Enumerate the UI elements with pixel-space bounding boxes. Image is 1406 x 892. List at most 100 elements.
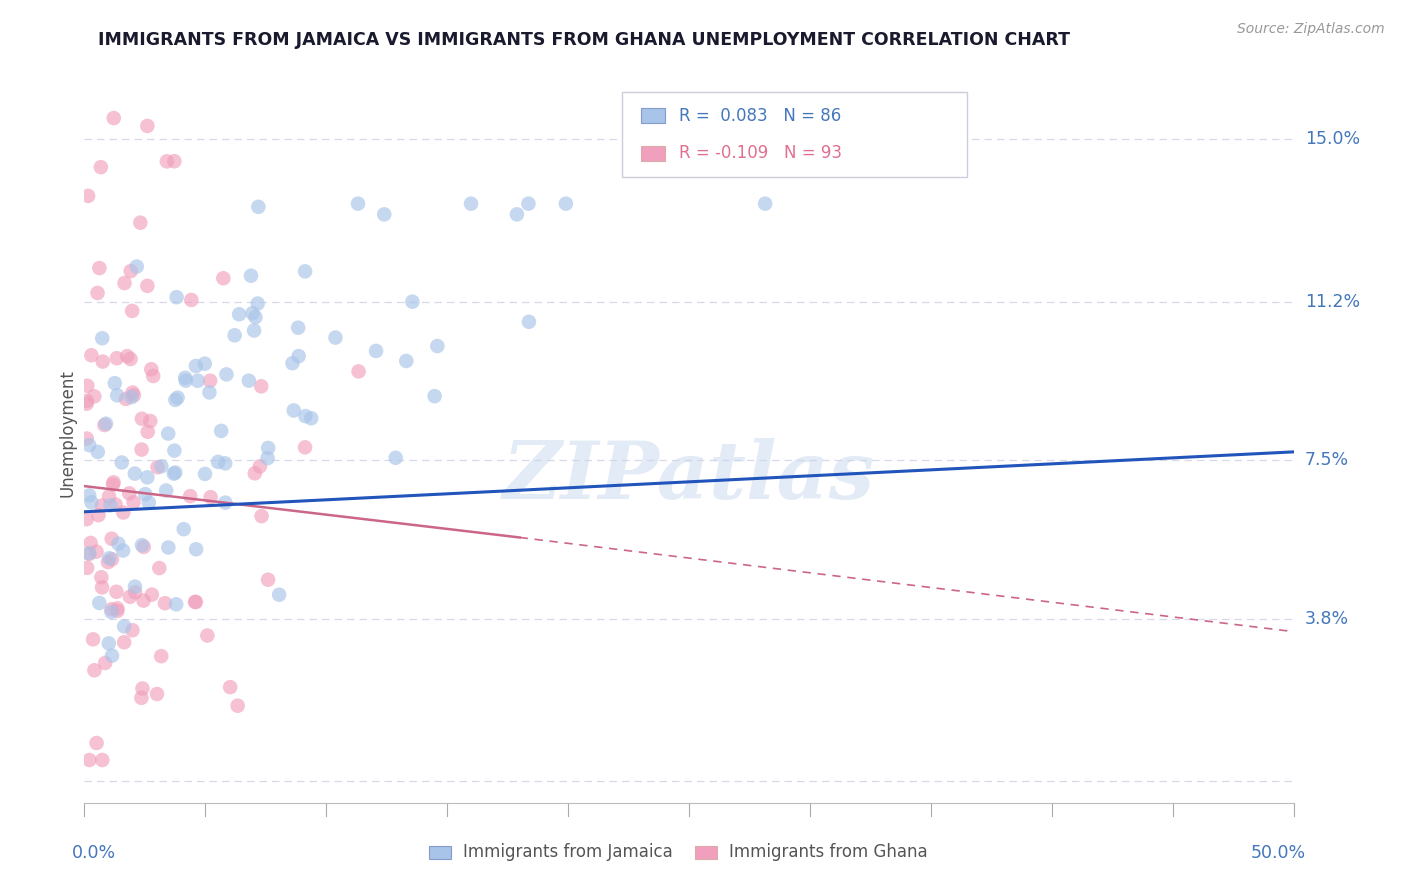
Point xyxy=(395,354,418,368)
Point xyxy=(141,362,163,376)
Point xyxy=(155,483,177,498)
Point xyxy=(122,495,145,509)
Point xyxy=(219,680,242,694)
Point xyxy=(118,590,141,604)
FancyBboxPatch shape xyxy=(623,92,967,178)
Point xyxy=(184,542,207,557)
Point xyxy=(138,495,160,509)
Point xyxy=(100,498,122,512)
Point xyxy=(146,460,169,475)
Text: 11.2%: 11.2% xyxy=(1305,293,1360,311)
Point xyxy=(89,261,111,276)
Point xyxy=(180,293,202,307)
Point xyxy=(460,196,482,211)
Point xyxy=(129,216,152,230)
Point xyxy=(103,111,125,125)
Point xyxy=(90,570,112,584)
Point xyxy=(401,294,423,309)
Point xyxy=(195,628,218,642)
Point xyxy=(98,551,121,566)
Point xyxy=(101,477,124,491)
Text: 15.0%: 15.0% xyxy=(1305,130,1360,148)
Point xyxy=(118,486,141,500)
Point xyxy=(87,508,110,523)
Point xyxy=(174,371,197,385)
Point xyxy=(347,364,370,378)
Point xyxy=(111,455,134,469)
Point xyxy=(112,543,135,558)
Point xyxy=(77,189,100,203)
Point xyxy=(114,276,136,290)
Point xyxy=(77,547,100,561)
Point xyxy=(112,506,135,520)
Point xyxy=(287,349,309,363)
Point xyxy=(299,411,322,425)
Point xyxy=(91,354,114,368)
Text: R = -0.109   N = 93: R = -0.109 N = 93 xyxy=(679,145,842,162)
Point xyxy=(77,546,100,560)
Point xyxy=(257,441,280,455)
Point xyxy=(163,467,186,481)
Point xyxy=(80,495,103,509)
Point xyxy=(506,207,529,221)
Point xyxy=(93,417,115,432)
Point xyxy=(142,369,165,384)
Point xyxy=(112,635,135,649)
Point xyxy=(173,522,195,536)
Point xyxy=(754,196,776,211)
Point xyxy=(115,392,138,406)
Point xyxy=(136,119,159,133)
Point xyxy=(215,368,238,382)
Point xyxy=(242,306,264,320)
Point xyxy=(166,290,188,304)
Point xyxy=(100,605,122,619)
Text: Immigrants from Ghana: Immigrants from Ghana xyxy=(728,843,928,861)
Point xyxy=(283,403,305,417)
Point xyxy=(131,442,153,457)
Point xyxy=(165,597,187,611)
Point xyxy=(124,467,146,481)
Point xyxy=(101,648,124,663)
Point xyxy=(157,426,180,441)
Point xyxy=(94,417,117,431)
Point xyxy=(517,315,540,329)
Point xyxy=(131,538,153,552)
Point xyxy=(112,619,135,633)
Point xyxy=(79,753,101,767)
FancyBboxPatch shape xyxy=(641,109,665,123)
Point xyxy=(198,385,221,400)
Text: 50.0%: 50.0% xyxy=(1250,844,1306,862)
Point xyxy=(121,624,143,638)
Point xyxy=(325,330,347,344)
Point xyxy=(76,432,98,446)
Point xyxy=(226,698,249,713)
Point xyxy=(156,154,179,169)
Point xyxy=(257,573,280,587)
Point xyxy=(179,489,201,503)
Point xyxy=(165,392,187,407)
Point xyxy=(163,154,186,169)
Point xyxy=(163,443,186,458)
Point xyxy=(91,499,114,513)
Point xyxy=(94,656,117,670)
Point xyxy=(77,438,100,452)
Point xyxy=(107,604,129,618)
Point xyxy=(166,391,188,405)
Point xyxy=(120,352,142,367)
Point xyxy=(134,487,156,501)
Point xyxy=(184,595,207,609)
Point xyxy=(98,490,121,504)
Point xyxy=(238,374,260,388)
Point xyxy=(136,470,159,484)
Point xyxy=(105,388,128,402)
Point xyxy=(209,424,232,438)
Point xyxy=(76,393,98,408)
Point xyxy=(287,320,309,334)
Point xyxy=(103,475,125,490)
Point xyxy=(79,536,101,550)
Text: 0.0%: 0.0% xyxy=(72,844,117,862)
Point xyxy=(281,356,304,370)
Point xyxy=(89,596,111,610)
Point xyxy=(76,512,98,526)
Point xyxy=(76,396,98,410)
